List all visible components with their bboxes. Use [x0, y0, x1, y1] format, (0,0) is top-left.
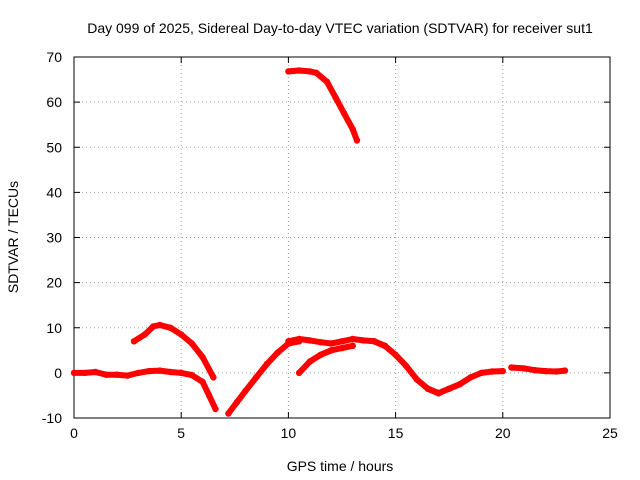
data-point: [306, 337, 313, 344]
x-axis-label: GPS time / hours: [287, 458, 394, 474]
data-point: [306, 358, 313, 365]
data-point: [135, 369, 142, 377]
data-point: [274, 349, 281, 356]
data-point: [381, 342, 389, 349]
data-point: [285, 68, 292, 75]
series-line-outlier-arc: [285, 67, 360, 144]
data-point: [145, 367, 153, 375]
data-point: [332, 94, 339, 101]
axis-ticks: 0 5 10 15 20 25 -10 0 10 20 30 40 50 60 70: [42, 49, 618, 441]
data-point: [233, 399, 241, 406]
data-point: [313, 69, 320, 77]
data-point: [353, 137, 361, 144]
data-point: [561, 367, 569, 374]
data-point: [178, 331, 185, 338]
data-point: [424, 385, 431, 392]
data-point: [253, 374, 260, 381]
data-point: [167, 324, 174, 331]
data-point: [81, 369, 88, 377]
data-point: [340, 110, 348, 117]
data-point: [323, 78, 331, 86]
data-point: [295, 335, 303, 343]
data-point: [456, 381, 464, 388]
data-point: [478, 369, 485, 377]
data-point: [103, 371, 110, 378]
data-point: [212, 405, 219, 413]
data-point: [92, 368, 99, 376]
x-tick-label: 10: [281, 425, 297, 441]
data-point: [521, 365, 528, 372]
data-point: [392, 351, 399, 358]
y-tick-label: 30: [46, 230, 62, 246]
data-point: [295, 67, 303, 74]
data-point: [413, 376, 421, 383]
data-point: [199, 378, 206, 386]
data-point: [553, 368, 560, 375]
data-point: [446, 385, 453, 392]
data-point: [150, 323, 157, 330]
y-axis-label: SDTVAR / TECUs: [5, 181, 21, 293]
data-series: [70, 67, 569, 417]
data-point: [141, 331, 148, 338]
x-tick-label: 20: [495, 425, 511, 441]
data-point: [156, 321, 163, 329]
data-point: [435, 390, 442, 397]
y-tick-label: 40: [46, 184, 62, 200]
y-tick-label: 20: [46, 275, 62, 291]
data-point: [531, 367, 539, 374]
data-point: [130, 338, 138, 345]
data-point: [225, 410, 232, 417]
data-point: [508, 364, 515, 371]
y-tick-label: 70: [46, 49, 62, 65]
chart-title: Day 099 of 2025, Sidereal Day-to-day VTE…: [87, 20, 593, 36]
data-point: [349, 342, 356, 349]
data-point: [124, 372, 131, 379]
x-tick-label: 0: [70, 425, 78, 441]
data-point: [242, 387, 249, 395]
data-point: [306, 68, 313, 75]
data-point: [328, 347, 335, 354]
y-tick-label: 60: [46, 94, 62, 110]
grid-lines: [74, 57, 610, 418]
data-point: [317, 351, 324, 358]
data-point: [467, 374, 474, 381]
y-tick-label: 50: [46, 139, 62, 155]
x-tick-label: 5: [177, 425, 185, 441]
data-point: [488, 368, 496, 375]
data-point: [199, 353, 206, 361]
data-point: [205, 392, 213, 399]
series-line-midday-band: [285, 336, 388, 349]
data-point: [338, 338, 346, 345]
data-point: [349, 335, 356, 343]
data-point: [338, 344, 346, 352]
data-point: [499, 367, 506, 375]
data-point: [328, 340, 335, 347]
data-point: [317, 339, 324, 346]
y-tick-label: 10: [46, 320, 62, 336]
data-point: [70, 369, 78, 377]
data-point: [188, 371, 196, 379]
data-point: [360, 337, 367, 344]
data-point: [156, 367, 163, 374]
y-tick-label: -10: [42, 410, 62, 426]
data-point: [167, 368, 174, 376]
data-point: [178, 369, 185, 377]
data-point: [542, 367, 549, 375]
x-tick-label: 25: [602, 425, 618, 441]
data-point: [403, 362, 410, 370]
data-point: [263, 360, 271, 368]
data-point: [371, 338, 378, 345]
data-point: [295, 369, 303, 377]
data-point: [349, 126, 356, 133]
data-point: [210, 374, 217, 381]
x-tick-label: 15: [388, 425, 404, 441]
data-point: [113, 371, 121, 378]
data-point: [188, 340, 196, 347]
data-point: [285, 338, 292, 345]
y-tick-label: 0: [54, 365, 62, 381]
